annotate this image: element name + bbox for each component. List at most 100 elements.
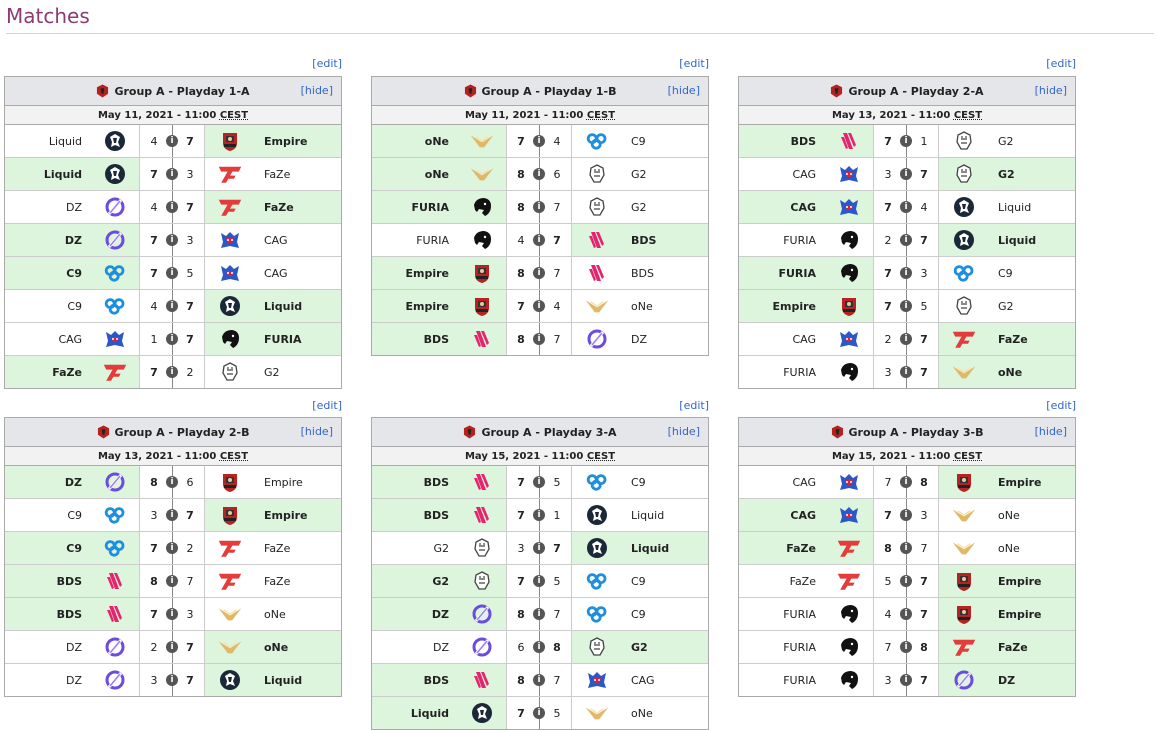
team2-name[interactable]: G2 [621,631,708,663]
team1-name[interactable]: DZ [65,673,82,687]
match-info-icon[interactable]: i [533,135,545,147]
match-info-icon[interactable]: i [900,509,912,521]
team2-name[interactable]: Liquid [988,224,1075,256]
team1-name[interactable]: C9 [5,257,90,289]
match-info-icon[interactable]: i [533,707,545,719]
match-info-icon[interactable]: i [900,366,912,378]
match-info-icon[interactable]: i [900,333,912,345]
team2-name[interactable]: BDS [621,224,708,256]
team2-name[interactable]: C9 [998,266,1013,280]
match-info-icon[interactable]: i [166,509,178,521]
match-info-icon[interactable]: i [533,575,545,587]
team2-name[interactable]: oNe [998,508,1020,522]
team2-name[interactable]: Liquid [621,532,708,564]
team1-name[interactable]: BDS [372,664,457,696]
team1-name[interactable]: C9 [67,299,82,313]
team1-name[interactable]: Liquid [5,158,90,190]
match-info-icon[interactable]: i [166,641,178,653]
match-info-icon[interactable]: i [166,608,178,620]
hide-toggle[interactable]: [hide] [1034,425,1067,438]
team1-name[interactable]: BDS [372,499,457,531]
edit-link[interactable]: [edit] [679,399,709,412]
hide-toggle[interactable]: [hide] [300,425,333,438]
team1-name[interactable]: G2 [433,541,449,555]
team2-name[interactable]: oNe [988,356,1075,388]
match-info-icon[interactable]: i [533,201,545,213]
team1-name[interactable]: BDS [739,125,824,157]
team1-name[interactable]: DZ [432,640,449,654]
edit-link[interactable]: [edit] [1046,57,1076,70]
team1-name[interactable]: DZ [65,200,82,214]
team1-name[interactable]: oNe [372,125,457,157]
team2-name[interactable]: oNe [631,299,653,313]
team1-name[interactable]: FURIA [372,191,457,223]
team2-name[interactable]: oNe [254,631,341,663]
team2-name[interactable]: Empire [988,598,1075,630]
team1-name[interactable]: FaZe [739,532,824,564]
match-info-icon[interactable]: i [166,674,178,686]
team2-name[interactable]: oNe [631,706,653,720]
match-info-icon[interactable]: i [166,366,178,378]
team1-name[interactable]: FaZe [789,574,816,588]
match-info-icon[interactable]: i [166,333,178,345]
team1-name[interactable]: CAG [792,167,816,181]
team2-name[interactable]: Liquid [254,290,341,322]
team2-name[interactable]: FaZe [264,541,291,555]
timezone-abbr[interactable]: CEST [586,109,616,121]
team1-name[interactable]: C9 [5,532,90,564]
team1-name[interactable]: DZ [5,224,90,256]
team1-name[interactable]: Liquid [48,134,82,148]
team2-name[interactable]: FURIA [254,323,341,355]
team2-name[interactable]: FaZe [264,167,291,181]
match-info-icon[interactable]: i [533,674,545,686]
match-info-icon[interactable]: i [166,300,178,312]
team2-name[interactable]: FaZe [254,191,341,223]
team2-name[interactable]: DZ [988,664,1075,696]
team1-name[interactable]: DZ [65,640,82,654]
team1-name[interactable]: Empire [372,257,457,289]
team1-name[interactable]: CAG [739,499,824,531]
team1-name[interactable]: Liquid [372,697,457,729]
match-info-icon[interactable]: i [533,267,545,279]
edit-link[interactable]: [edit] [1046,399,1076,412]
team1-name[interactable]: BDS [5,598,90,630]
team2-name[interactable]: G2 [998,134,1014,148]
match-info-icon[interactable]: i [900,135,912,147]
team2-name[interactable]: BDS [631,266,654,280]
match-info-icon[interactable]: i [533,234,545,246]
team2-name[interactable]: C9 [631,574,646,588]
team1-name[interactable]: Empire [372,290,457,322]
team2-name[interactable]: G2 [988,158,1075,190]
match-info-icon[interactable]: i [900,201,912,213]
match-info-icon[interactable]: i [533,509,545,521]
hide-toggle[interactable]: [hide] [667,84,700,97]
timezone-abbr[interactable]: CEST [953,109,983,121]
team2-name[interactable]: FaZe [988,631,1075,663]
match-info-icon[interactable]: i [533,608,545,620]
timezone-abbr[interactable]: CEST [586,450,616,462]
timezone-abbr[interactable]: CEST [953,450,983,462]
team2-name[interactable]: Empire [254,499,341,531]
match-info-icon[interactable]: i [533,542,545,554]
match-info-icon[interactable]: i [166,575,178,587]
match-info-icon[interactable]: i [900,267,912,279]
match-info-icon[interactable]: i [533,300,545,312]
team1-name[interactable]: oNe [372,158,457,190]
team1-name[interactable]: CAG [739,191,824,223]
match-info-icon[interactable]: i [533,333,545,345]
team2-name[interactable]: G2 [631,200,647,214]
match-info-icon[interactable]: i [900,575,912,587]
team1-name[interactable]: FURIA [783,607,816,621]
team1-name[interactable]: BDS [5,565,90,597]
match-info-icon[interactable]: i [900,476,912,488]
match-info-icon[interactable]: i [533,168,545,180]
team2-name[interactable]: G2 [264,365,280,379]
match-info-icon[interactable]: i [166,267,178,279]
team2-name[interactable]: Empire [988,565,1075,597]
team2-name[interactable]: C9 [631,475,646,489]
team2-name[interactable]: C9 [631,607,646,621]
match-info-icon[interactable]: i [900,608,912,620]
team1-name[interactable]: CAG [792,332,816,346]
match-info-icon[interactable]: i [900,674,912,686]
hide-toggle[interactable]: [hide] [300,84,333,97]
